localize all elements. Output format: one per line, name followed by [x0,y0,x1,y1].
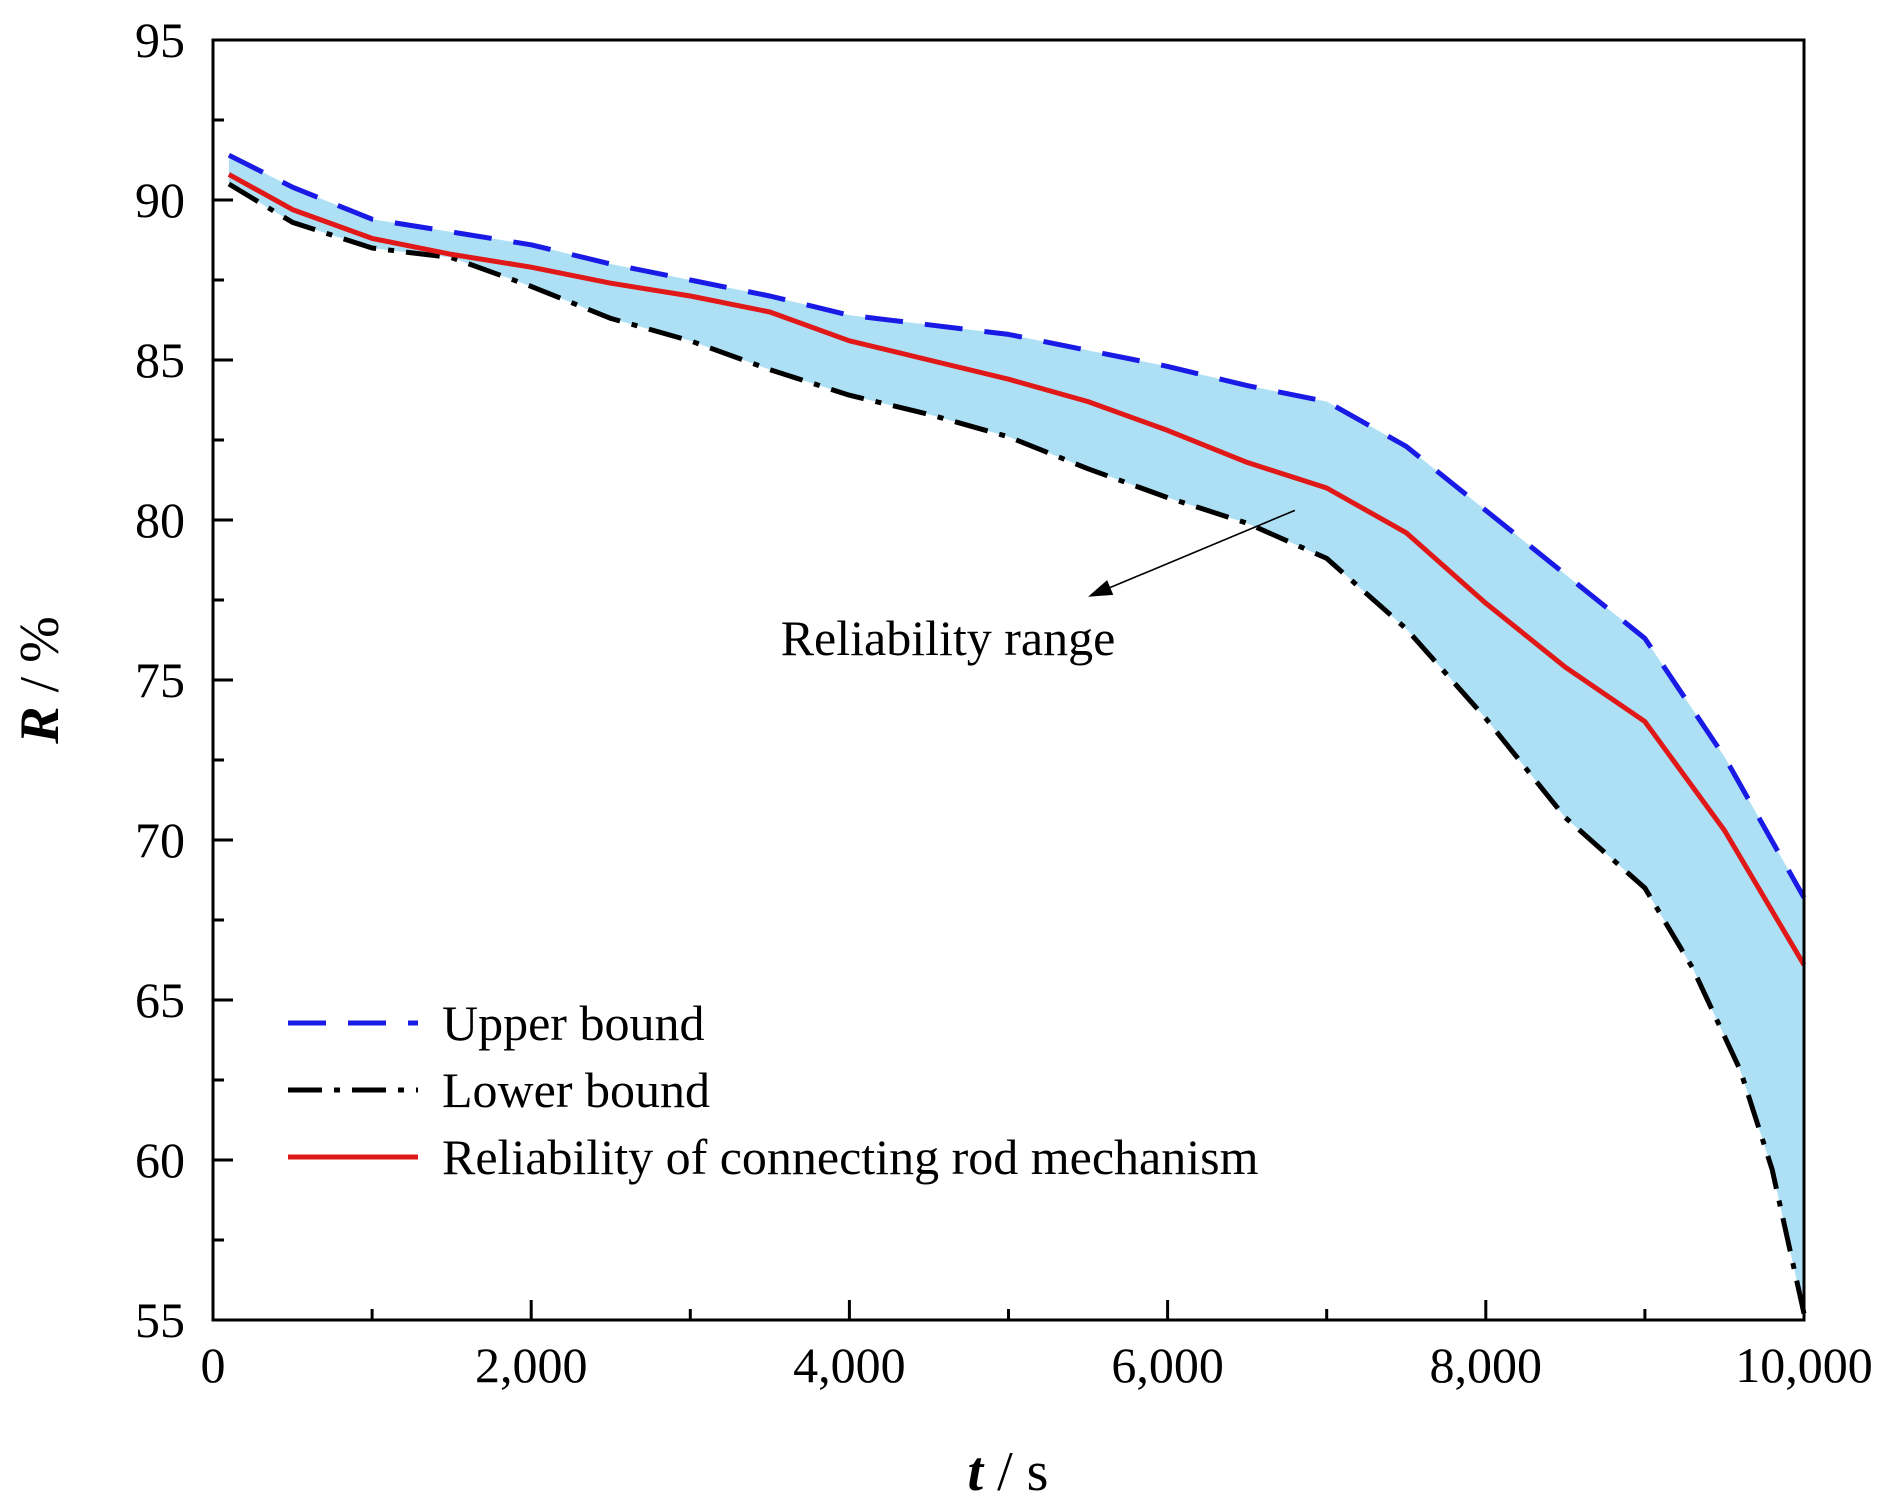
band-layer [228,155,1804,1314]
x-tick-label: 4,000 [793,1337,906,1393]
annotation-layer: Reliability range [781,509,1296,666]
y-tick-label: 65 [135,972,185,1028]
y-tick-label: 80 [135,492,185,548]
series-line-reliability-of-connecting-rod-mechanism [227,172,1807,967]
series-layer [227,152,1807,1315]
y-axis-symbol: R [9,706,71,744]
y-tick-label: 75 [135,652,185,708]
annotation-reliability-range: Reliability range [781,610,1116,666]
x-tick-label: 6,000 [1111,1337,1224,1393]
legend-label-reliability: Reliability of connecting rod mechanism [442,1129,1259,1185]
y-axis-unit: / % [9,616,71,706]
y-tick-label: 90 [135,172,185,228]
x-tick-label: 8,000 [1430,1337,1543,1393]
x-tick-label: 2,000 [475,1337,588,1393]
x-axis-unit: / s [983,1441,1048,1499]
tick-layer [211,38,1806,1322]
x-axis-title: t / s [968,1441,1049,1499]
x-axis-symbol: t [968,1441,985,1499]
series-line-lower-bound [227,181,1807,1315]
series-line-upper-bound [227,152,1807,899]
y-tick-label: 85 [135,332,185,388]
y-tick-label: 95 [135,12,185,68]
y-tick-label: 60 [135,1132,185,1188]
reliability-range-band [228,155,1804,1314]
y-tick-label: 55 [135,1292,185,1348]
legend: Upper bound Lower bound Reliability of c… [288,995,1259,1185]
y-tick-label: 70 [135,812,185,868]
legend-label-lower-bound: Lower bound [442,1062,710,1118]
annotation-arrowhead [1088,580,1114,597]
annotation-arrow [1109,509,1296,589]
x-tick-label: 0 [201,1337,226,1393]
x-tick-labels: 0 2,000 4,000 6,000 8,000 10,000 [201,1337,1873,1393]
x-tick-label: 10,000 [1735,1337,1873,1393]
y-tick-labels: 55 60 65 70 75 80 85 90 95 [135,12,185,1348]
y-axis-title: R / % [9,616,71,745]
legend-label-upper-bound: Upper bound [442,995,704,1051]
